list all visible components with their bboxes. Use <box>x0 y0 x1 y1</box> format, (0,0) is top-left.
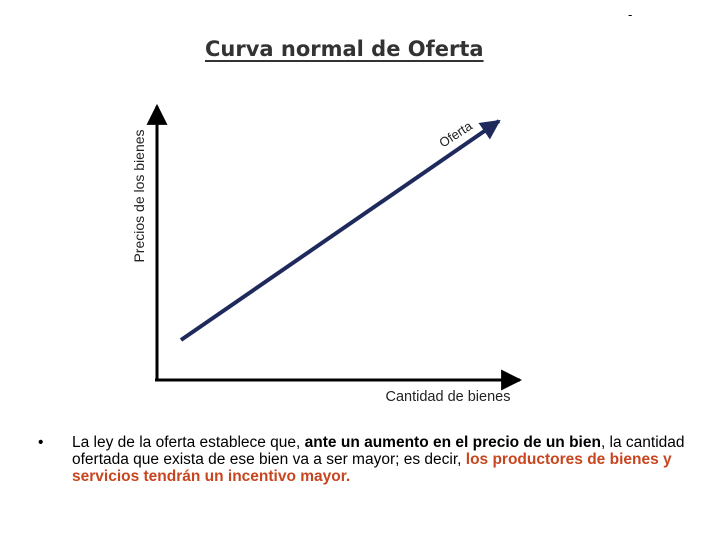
supply-curve-label: Oferta <box>436 118 475 151</box>
bullet-text-producers-incentive: los productores de bienes y servicios te… <box>72 451 672 485</box>
bullet-text-price-increase: ante un aumento en el precio de un bien <box>304 434 601 451</box>
corner-mark: - <box>628 7 633 22</box>
bullet-text-middle: , la cantidad ofertada que exista de ese… <box>72 434 685 468</box>
bullet-text-intro: La ley de la oferta establece que, <box>72 434 305 451</box>
bullet-text: La ley de la oferta establece que, ante … <box>72 434 698 485</box>
slide-title: Curva normal de Oferta <box>205 37 484 61</box>
x-axis-label: Cantidad de bienes <box>386 389 511 405</box>
bullet-marker: • <box>38 434 44 451</box>
supply-curve-line <box>179 119 501 342</box>
y-axis-label: Precios de los bienes <box>131 129 147 262</box>
supply-law-bullet: • La ley de la oferta establece que, ant… <box>38 434 698 485</box>
